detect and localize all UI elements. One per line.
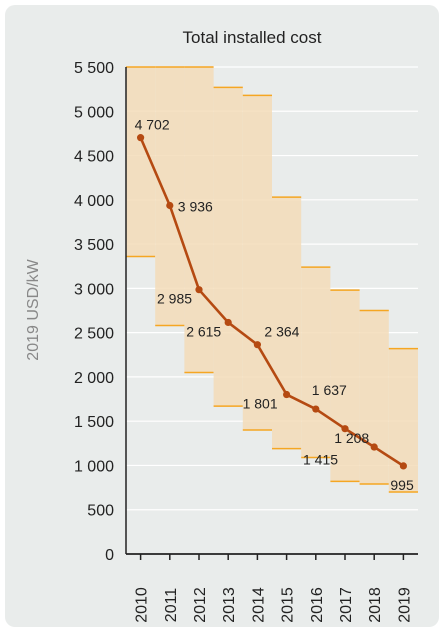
x-tick-label: 2016 — [309, 587, 326, 623]
data-point — [341, 425, 349, 433]
data-point — [312, 405, 320, 413]
x-tick-label: 2017 — [338, 587, 355, 623]
series-polyline — [139, 137, 405, 467]
x-tick-label: 2012 — [192, 587, 209, 623]
y-tick-label: 4 000 — [74, 193, 114, 210]
range-band — [272, 197, 302, 449]
data-label: 2 985 — [157, 291, 192, 307]
data-point — [283, 390, 291, 399]
data-label: 995 — [390, 477, 414, 493]
chart-title: Total installed cost — [183, 28, 322, 47]
y-tick-label: 3 500 — [74, 237, 114, 254]
y-tick-label: 500 — [87, 503, 114, 520]
y-tick-label: 2 000 — [74, 370, 114, 387]
range-bands — [126, 66, 418, 493]
x-tick-label: 2015 — [280, 587, 297, 623]
x-tick-label: 2014 — [250, 587, 267, 623]
y-tick-label: 1 000 — [74, 458, 114, 475]
data-label: 2 615 — [186, 323, 221, 339]
data-label: 1 801 — [243, 396, 278, 412]
x-tick-label: 2013 — [221, 587, 238, 623]
data-point — [166, 201, 174, 210]
y-tick-label: 5 500 — [74, 60, 114, 77]
data-point — [253, 341, 261, 349]
y-axis-label: 2019 USD/kW — [25, 258, 42, 360]
y-tick-labels: 0 500 1 000 1 500 2 000 2 500 3 000 3 500 4 000 4… — [74, 60, 114, 564]
y-tick-label: 5 000 — [74, 104, 114, 121]
range-band — [184, 67, 214, 373]
x-tick-labels: 2010 2011 2012 2013 2014 2015 2016 2017 2018 2019 — [134, 587, 414, 623]
data-label: 1 637 — [312, 382, 347, 398]
range-band — [155, 67, 185, 326]
range-band — [213, 87, 243, 407]
x-tick-label: 2019 — [396, 587, 413, 623]
x-tick-label: 2018 — [367, 587, 384, 623]
y-tick-label: 2 500 — [74, 326, 114, 343]
data-label: 3 936 — [178, 198, 213, 214]
range-band — [330, 290, 360, 482]
range-band — [388, 348, 418, 493]
data-label: 2 364 — [264, 324, 299, 340]
data-point — [224, 318, 232, 327]
data-point — [195, 286, 203, 294]
data-point — [137, 134, 145, 142]
data-label: 1 415 — [303, 452, 338, 468]
range-band — [242, 95, 272, 431]
x-tick-label: 2010 — [134, 587, 151, 623]
y-tick-label: 1 500 — [74, 414, 114, 431]
range-band — [359, 310, 389, 485]
axes — [125, 67, 418, 560]
data-label: 4 702 — [135, 117, 170, 133]
range-band — [301, 267, 331, 458]
data-label: 1 208 — [334, 430, 369, 446]
series-line — [137, 134, 407, 470]
x-tick-label: 2011 — [163, 588, 180, 623]
data-point — [370, 443, 378, 451]
y-tick-label: 3 000 — [74, 281, 114, 298]
y-tick-label: 0 — [105, 547, 114, 564]
data-point — [399, 462, 407, 470]
data-labels: 4 702 3 936 2 985 2 615 2 364 1 801 1 637 1 415… — [135, 117, 414, 493]
y-tick-label: 4 500 — [74, 149, 114, 166]
